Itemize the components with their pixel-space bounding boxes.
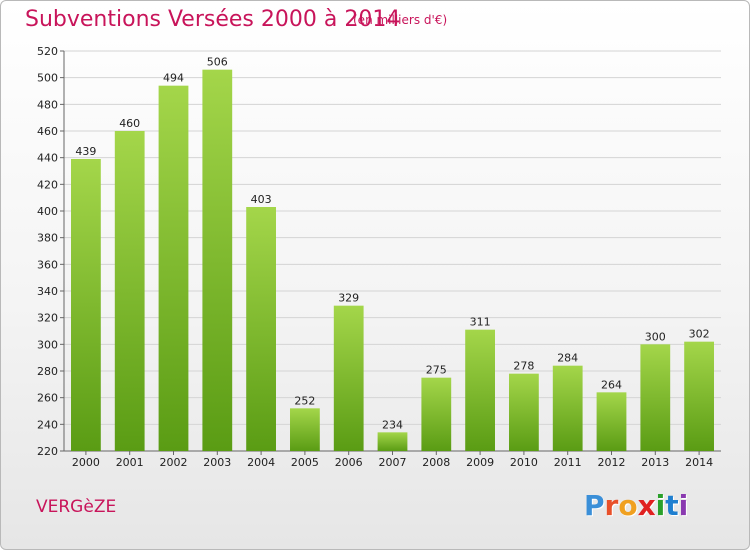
chart-subtitle: (en milliers d'€) xyxy=(353,13,448,27)
bar xyxy=(465,329,495,451)
bar xyxy=(684,341,714,451)
bar xyxy=(158,85,189,452)
data-labels: 439 460 494 506 403 252 329 234 275 311 278 284 264 3… xyxy=(75,56,709,432)
bar xyxy=(290,408,320,451)
x-tick-label: 2006 xyxy=(335,456,363,469)
x-tick-label: 2013 xyxy=(641,456,669,469)
data-label: 302 xyxy=(689,328,710,341)
y-tick-label: 320 xyxy=(37,312,58,325)
data-label: 460 xyxy=(119,117,140,130)
y-tick-label: 480 xyxy=(37,98,58,111)
y-tick-label: 460 xyxy=(37,125,58,138)
x-tick-label: 2012 xyxy=(598,456,626,469)
y-tick-label: 300 xyxy=(37,338,58,351)
x-tick-label: 2001 xyxy=(116,456,144,469)
data-label: 403 xyxy=(251,193,272,206)
logo-letter: t xyxy=(665,489,679,522)
data-label: 300 xyxy=(645,330,666,343)
y-tick-label: 240 xyxy=(37,418,58,431)
x-tick-label: 2011 xyxy=(554,456,582,469)
data-label: 252 xyxy=(294,394,315,407)
x-tick-label: 2003 xyxy=(203,456,231,469)
logo-letter: i xyxy=(678,489,689,522)
y-tick-label: 400 xyxy=(37,205,58,218)
x-tick-label: 2004 xyxy=(247,456,275,469)
bar xyxy=(114,131,145,451)
x-tick-label: 2000 xyxy=(72,456,100,469)
x-tick-label: 2005 xyxy=(291,456,319,469)
chart-title: Subventions Versées 2000 à 2014 xyxy=(25,7,401,32)
data-label: 494 xyxy=(163,72,184,85)
y-tick-label: 380 xyxy=(37,232,58,245)
bar xyxy=(202,69,233,452)
data-label: 278 xyxy=(513,360,534,373)
y-tick-label: 420 xyxy=(37,178,58,191)
data-label: 264 xyxy=(601,378,622,391)
bars xyxy=(71,69,714,452)
data-label: 234 xyxy=(382,418,403,431)
bar xyxy=(596,392,627,451)
logo-letter: P xyxy=(584,489,605,522)
data-label: 439 xyxy=(75,145,96,158)
bar xyxy=(552,365,583,451)
y-tick-label: 220 xyxy=(37,445,58,458)
y-tick-label: 520 xyxy=(37,45,58,58)
bar xyxy=(71,159,101,451)
bar xyxy=(246,207,276,451)
y-tick-label: 500 xyxy=(37,72,58,85)
logo-letter: r xyxy=(604,489,619,522)
data-label: 506 xyxy=(207,56,228,69)
data-label: 311 xyxy=(470,316,491,329)
logo-letter: i xyxy=(655,489,666,522)
data-label: 275 xyxy=(426,364,447,377)
y-tick-label: 260 xyxy=(37,392,58,405)
proxiti-logo[interactable]: Proxiti xyxy=(584,489,688,522)
data-label: 284 xyxy=(557,352,578,365)
logo-letter: o xyxy=(618,489,638,522)
bar xyxy=(509,373,539,451)
bar xyxy=(377,432,408,451)
y-tick-label: 440 xyxy=(37,152,58,165)
commune-name: VERGèZE xyxy=(36,497,117,517)
x-tick-label: 2002 xyxy=(160,456,188,469)
x-tick-label: 2010 xyxy=(510,456,538,469)
y-tick-label: 340 xyxy=(37,285,58,298)
x-tick-label: 2008 xyxy=(422,456,450,469)
logo-letter: x xyxy=(637,489,656,522)
y-tick-label: 360 xyxy=(37,258,58,271)
bar xyxy=(640,344,671,451)
x-tick-label: 2014 xyxy=(685,456,713,469)
x-tick-label: 2009 xyxy=(466,456,494,469)
y-tick-label: 280 xyxy=(37,365,58,378)
x-tick-label: 2007 xyxy=(379,456,407,469)
bar xyxy=(333,305,364,451)
data-label: 329 xyxy=(338,292,359,305)
bar xyxy=(421,377,452,451)
axes: 2202402602803003203403603804004204404604… xyxy=(37,45,721,469)
